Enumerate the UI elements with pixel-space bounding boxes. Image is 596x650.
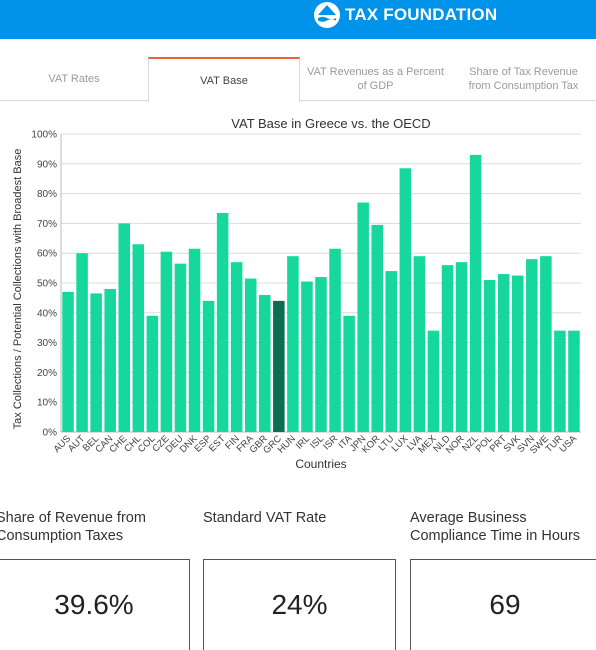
bar-kor (371, 224, 383, 432)
bar-dnk (188, 248, 201, 432)
stat-box-vat-rate: 24% (203, 559, 396, 650)
bar-isr (329, 248, 341, 432)
bar-esp (202, 300, 215, 432)
bar-svn (526, 259, 538, 432)
bar-gbr (259, 294, 271, 432)
tab-label: VAT Base (200, 74, 248, 87)
bar-isl (315, 277, 327, 432)
bar-pol (483, 280, 496, 432)
brand-name: TAX FOUNDATION (345, 5, 498, 24)
bar-usa (568, 330, 580, 432)
bar-hun (287, 256, 299, 432)
bar-nor (455, 262, 468, 432)
stat-label-compliance-time: Average Business Compliance Time in Hour… (410, 510, 581, 544)
y-tick-label: 30% (37, 338, 57, 349)
bar-bel (90, 293, 102, 432)
y-tick-label: 20% (37, 368, 57, 379)
site-header: TAX FOUNDATION (0, 0, 596, 39)
x-axis-title: Countries (295, 457, 346, 471)
tab-vat-rates[interactable]: VAT Rates (0, 57, 148, 101)
bar-cze (160, 251, 173, 432)
bar-irl (301, 281, 313, 432)
stat-value: 39.6% (54, 589, 134, 620)
bar-che (118, 223, 131, 432)
bar-can (104, 288, 116, 432)
tab-vat-revenues-gdp[interactable]: VAT Revenues as a Percent of GDP (300, 57, 451, 101)
tax-foundation-logo-icon (314, 2, 340, 28)
stat-value: 69 (489, 589, 521, 620)
bar-prt (497, 274, 510, 432)
vat-base-chart: VAT Base in Greece vs. the OECD 0% 10% 20% 3… (12, 116, 581, 471)
tab-label: Share of Tax Revenue from Consumption Ta… (468, 66, 579, 92)
y-tick-label: 100% (31, 130, 57, 141)
y-tick-label: 50% (37, 279, 57, 290)
y-tick-label: 90% (37, 159, 57, 170)
bar-grc (273, 300, 285, 432)
bar-aus (62, 291, 74, 432)
bar-tur (554, 330, 566, 432)
bar-jpn (357, 202, 369, 432)
bar-aut (76, 253, 88, 432)
bar-nzl (469, 154, 482, 433)
y-tick-label: 40% (37, 308, 57, 319)
bar-ltu (385, 271, 398, 432)
tab-bar: VAT Rates VAT Base VAT Revenues as a Per… (0, 57, 596, 102)
stat-box-consumption-share: 39.6% (0, 559, 190, 650)
stat-label-vat-rate: Standard VAT Rate (203, 510, 327, 526)
y-tick-label: 10% (37, 398, 57, 409)
bar-deu (174, 263, 187, 432)
chart-title: VAT Base in Greece vs. the OECD (231, 116, 430, 131)
y-tick-label: 80% (37, 189, 57, 200)
y-tick-label: 70% (37, 219, 57, 230)
x-tick-label: USA (557, 433, 579, 455)
tab-share-consumption-tax[interactable]: Share of Tax Revenue from Consumption Ta… (451, 57, 596, 101)
bar-fra (244, 278, 257, 432)
bar-fin (230, 262, 243, 432)
bar-ita (343, 315, 355, 432)
stat-box-compliance-time: 69 (410, 559, 596, 650)
bar-est (216, 212, 229, 432)
bar-nld (441, 265, 454, 432)
bar-mex (427, 330, 440, 432)
stat-label-consumption-share: Share of Revenue from Consumption Taxes (0, 510, 146, 544)
bar-swe (540, 256, 552, 432)
y-tick-label: 60% (37, 249, 57, 260)
bar-lva (413, 256, 426, 432)
tab-label: VAT Rates (48, 73, 100, 85)
y-tick-label: 0% (43, 428, 58, 439)
tab-vat-base[interactable]: VAT Base (148, 57, 300, 102)
bar-col (146, 315, 159, 432)
tab-label: VAT Revenues as a Percent of GDP (307, 66, 444, 92)
y-axis-title: Tax Collections / Potential Collections … (12, 149, 24, 430)
brand[interactable]: TAX FOUNDATION (313, 0, 497, 30)
bar-svk (511, 275, 524, 432)
bar-chl (132, 244, 145, 432)
stat-value: 24% (271, 589, 328, 620)
bar-lux (399, 168, 412, 432)
